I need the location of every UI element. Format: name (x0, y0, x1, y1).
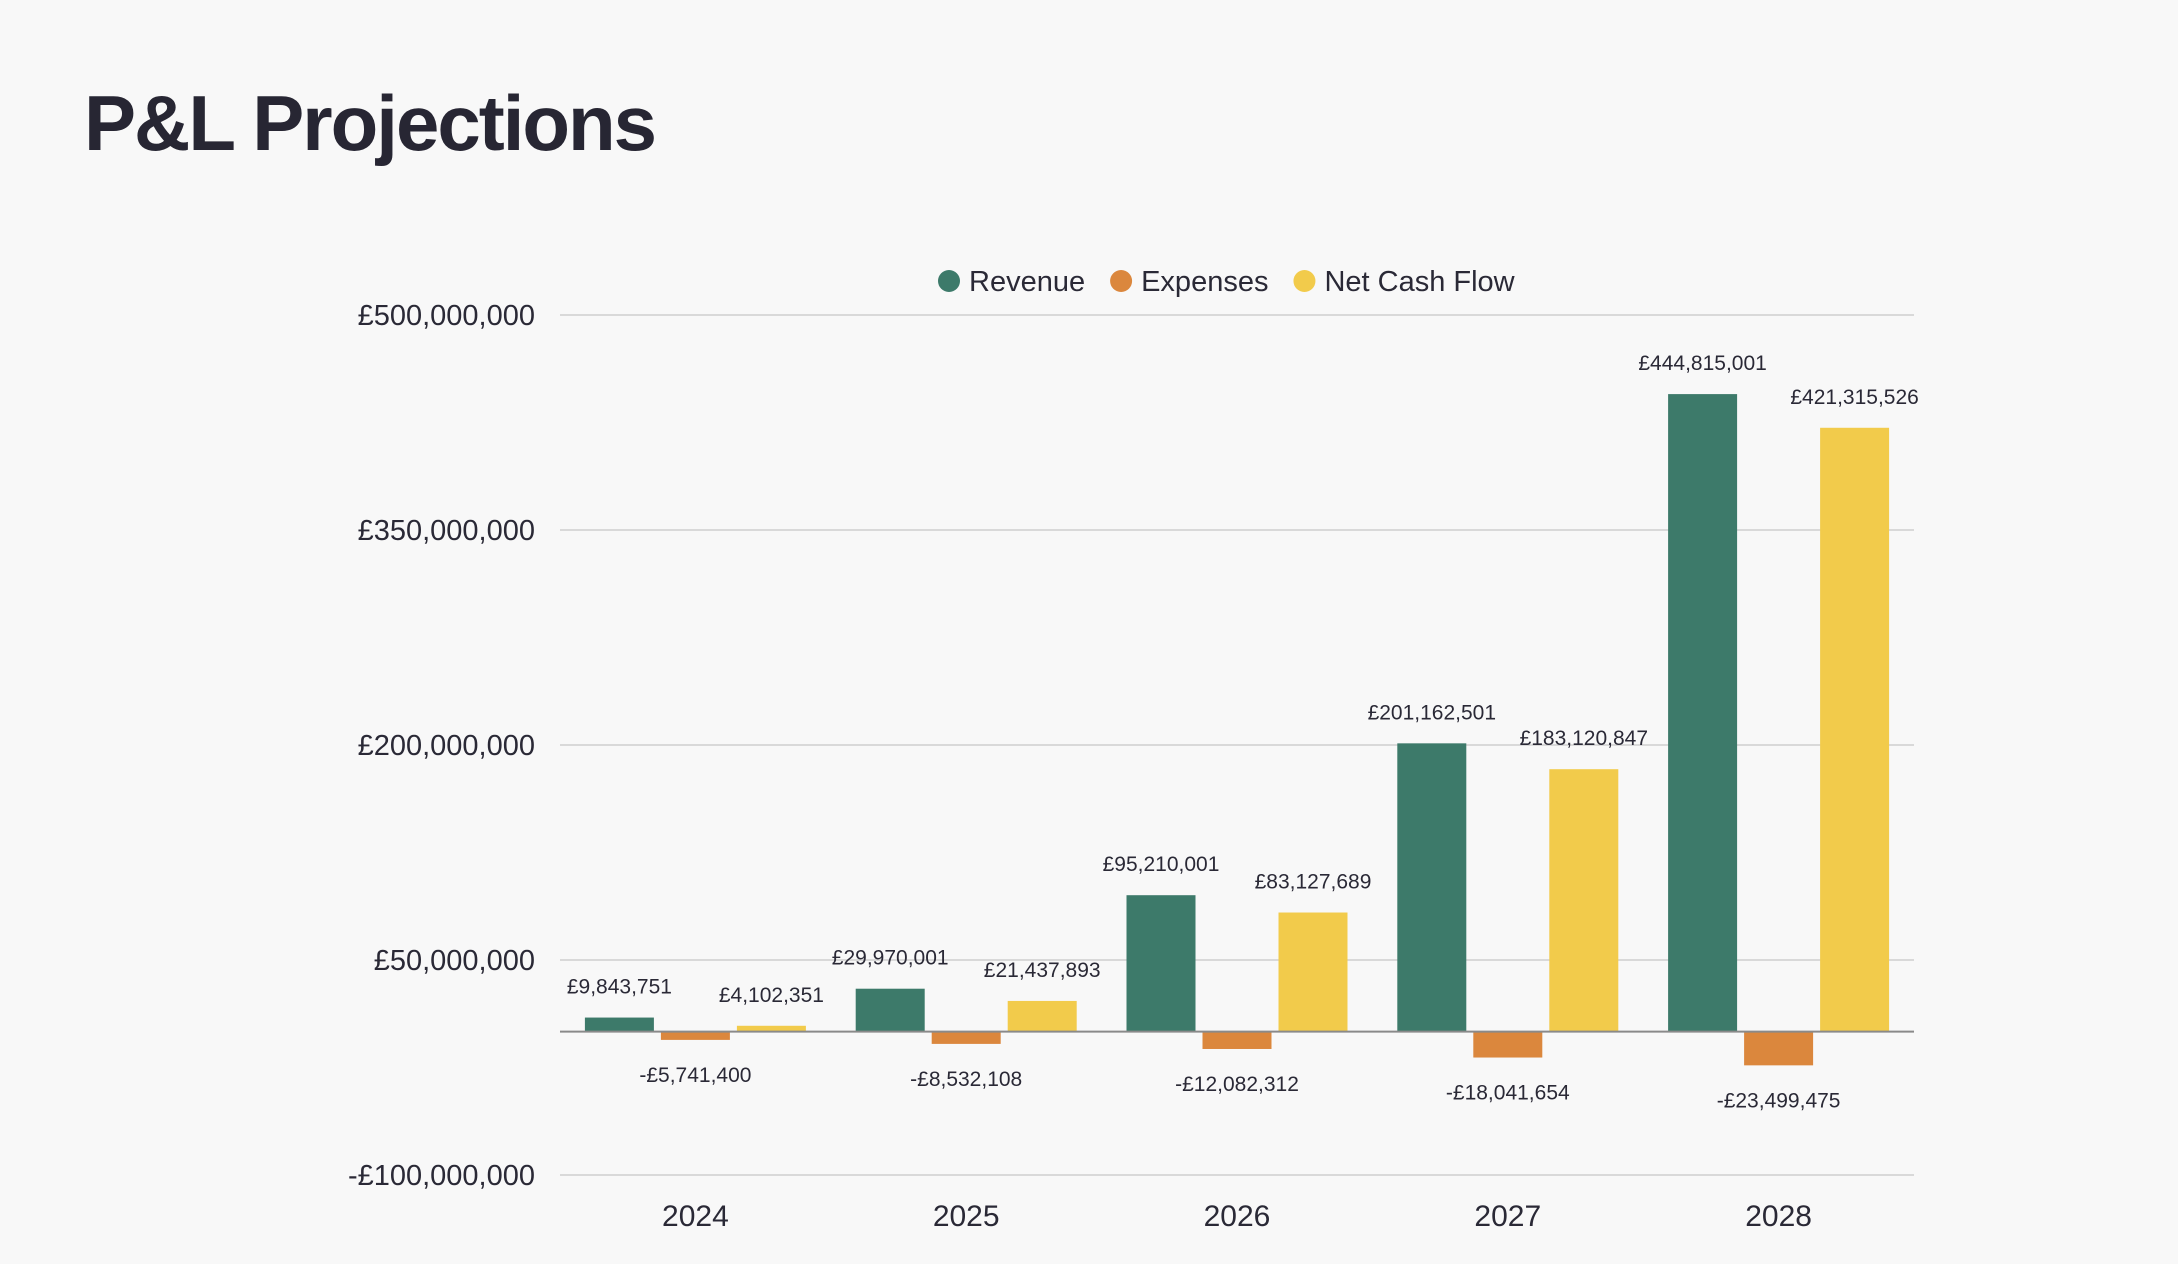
y-tick-label: -£100,000,000 (348, 1160, 535, 1192)
bar-revenue-2025[interactable] (855, 988, 925, 1032)
data-label: £9,843,751 (567, 976, 672, 999)
bar-net-cash-flow-2025[interactable] (1007, 1000, 1077, 1032)
x-axis-categories: 2024 2025 2026 2027 2028 (662, 1200, 1812, 1233)
bar-expenses-2025[interactable] (931, 1031, 1001, 1044)
data-label: £444,815,001 (1638, 352, 1766, 375)
bar-expenses-2027[interactable] (1473, 1031, 1543, 1058)
legend-label: Net Cash Flow (1324, 266, 1515, 298)
bar-expenses-2028[interactable] (1744, 1031, 1814, 1066)
legend-item-expenses[interactable]: Expenses (1110, 266, 1268, 298)
data-label: £29,970,001 (832, 947, 949, 970)
data-label: £183,120,847 (1520, 727, 1648, 750)
y-tick-label: £500,000,000 (358, 300, 535, 332)
bar-net-cash-flow-2028[interactable] (1820, 427, 1890, 1032)
legend[interactable]: Revenue Expenses Net Cash Flow (938, 266, 1516, 298)
data-label: -£23,499,475 (1717, 1089, 1841, 1112)
data-labels: £9,843,751 -£5,741,400 £4,102,351 £29,970,0… (567, 352, 1919, 1112)
y-axis-ticks: -£100,000,000 £50,000,000 £200,000,000 £350… (348, 300, 535, 1192)
y-tick-label: £200,000,000 (358, 730, 535, 762)
x-category-label: 2027 (1474, 1200, 1541, 1233)
bar-expenses-2026[interactable] (1202, 1031, 1272, 1049)
bar-net-cash-flow-2027[interactable] (1549, 769, 1619, 1032)
legend-item-net-cash-flow[interactable]: Net Cash Flow (1293, 266, 1516, 298)
data-label: -£8,532,108 (910, 1068, 1022, 1091)
data-label: -£18,041,654 (1446, 1082, 1570, 1105)
data-label: £421,315,526 (1790, 386, 1918, 409)
legend-label: Revenue (969, 266, 1085, 298)
legend-swatch (1110, 270, 1133, 292)
x-category-label: 2024 (662, 1200, 729, 1233)
x-category-label: 2026 (1204, 1200, 1271, 1233)
legend-item-revenue[interactable]: Revenue (938, 266, 1085, 298)
data-label: £83,127,689 (1255, 871, 1372, 894)
bars (584, 394, 1890, 1066)
bar-net-cash-flow-2026[interactable] (1278, 912, 1348, 1032)
bar-revenue-2026[interactable] (1126, 895, 1196, 1032)
legend-swatch (1293, 270, 1316, 292)
data-label: £4,102,351 (719, 984, 824, 1007)
y-tick-label: £50,000,000 (374, 945, 535, 977)
data-label: -£5,741,400 (639, 1064, 751, 1087)
x-category-label: 2028 (1745, 1200, 1812, 1233)
data-label: -£12,082,312 (1175, 1073, 1299, 1096)
legend-swatch (938, 270, 960, 292)
x-category-label: 2025 (933, 1200, 1000, 1233)
bar-revenue-2028[interactable] (1668, 394, 1738, 1032)
bar-expenses-2024[interactable] (660, 1031, 730, 1040)
legend-label: Expenses (1141, 266, 1268, 298)
data-label: £95,210,001 (1103, 853, 1220, 876)
page-title: P&L Projections (84, 79, 657, 167)
bar-revenue-2027[interactable] (1397, 743, 1467, 1032)
bar-revenue-2024[interactable] (584, 1017, 654, 1032)
data-label: £201,162,501 (1368, 701, 1496, 724)
data-label: £21,437,893 (984, 959, 1101, 982)
y-tick-label: £350,000,000 (358, 515, 535, 547)
bar-net-cash-flow-2024[interactable] (736, 1025, 806, 1032)
